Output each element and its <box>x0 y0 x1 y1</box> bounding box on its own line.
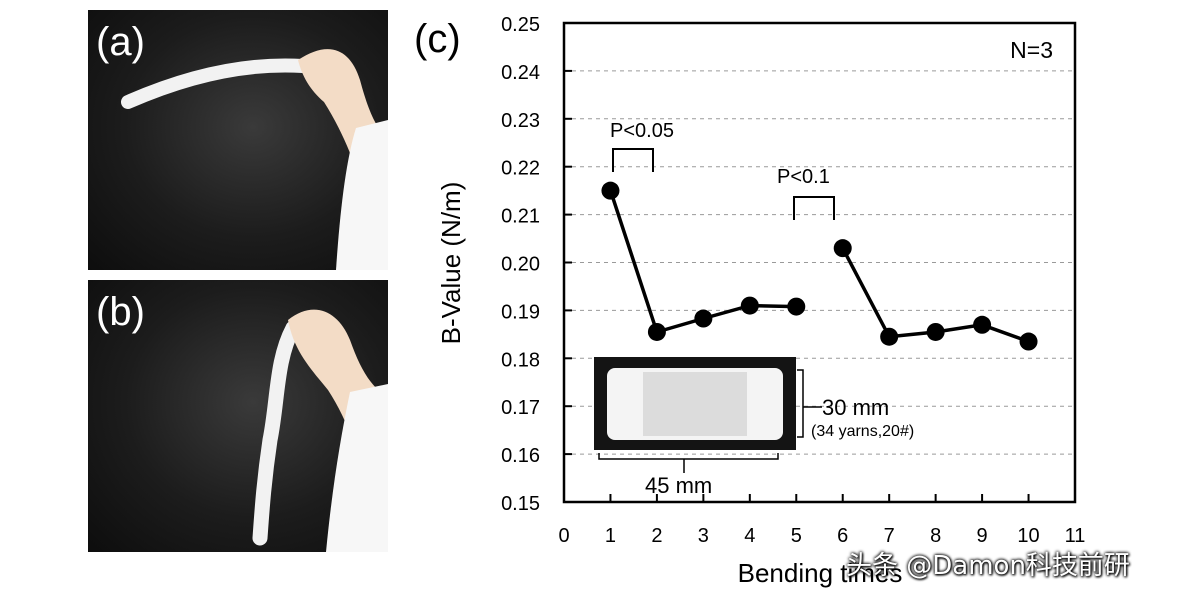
y-tick-label: 0.19 <box>501 301 540 323</box>
photo-b-image <box>252 309 388 552</box>
y-axis: 0.15 0.16 0.17 0.18 0.19 0.20 0.21 0.22 0.23 0.24… <box>501 14 572 515</box>
inset-width-label: 45 mm <box>645 473 712 498</box>
photo-a-image <box>121 49 388 270</box>
data-point <box>787 297 806 316</box>
y-tick-label: 0.22 <box>501 158 540 180</box>
y-tick-label: 0.24 <box>501 62 540 84</box>
y-tick-label: 0.21 <box>501 206 540 228</box>
inset-height-label: 30 mm <box>822 395 889 420</box>
inset-height-bracket <box>797 369 804 438</box>
sig-bracket-2 <box>793 196 835 220</box>
inset-sample: 30 mm (34 yarns,20#) 45 mm <box>594 357 914 498</box>
data-point <box>694 309 713 328</box>
inset-yarns <box>643 372 747 436</box>
x-axis-label: Bending times <box>738 558 903 588</box>
x-tick-label: 3 <box>698 525 709 547</box>
x-tick-label: 7 <box>884 525 895 547</box>
x-tick-label: 4 <box>744 525 755 547</box>
y-tick-label: 0.18 <box>501 349 540 371</box>
panel-b-label: (b) <box>96 290 145 334</box>
data-point <box>647 322 666 341</box>
y-tick-label: 0.17 <box>501 397 540 419</box>
sig-bracket-1 <box>612 148 654 172</box>
data-point <box>601 181 620 200</box>
data-point <box>973 315 992 334</box>
x-tick-label: 11 <box>1065 525 1086 547</box>
data-point <box>833 239 852 258</box>
photo-panel-b: (b) <box>88 280 388 552</box>
data-point <box>926 322 945 341</box>
x-tick-label: 6 <box>837 525 848 547</box>
series-group <box>601 181 1038 351</box>
data-point <box>740 296 759 315</box>
y-tick-label: 0.20 <box>501 254 540 276</box>
x-tick-label: 10 <box>1017 525 1039 547</box>
x-tick-label: 1 <box>605 525 616 547</box>
x-tick-label: 9 <box>977 525 988 547</box>
y-tick-label: 0.15 <box>501 493 540 515</box>
sig-label-2: P<0.1 <box>777 166 830 188</box>
watermark: 头条 @Damon科技前研 <box>846 551 1130 581</box>
n-label: N=3 <box>1010 37 1053 63</box>
inset-yarn-label: (34 yarns,20#) <box>811 423 914 440</box>
y-axis-label: B-Value (N/m) <box>436 182 466 345</box>
x-tick-label: 8 <box>930 525 941 547</box>
data-point <box>1019 332 1038 351</box>
x-tick-label: 2 <box>651 525 662 547</box>
sig-label-1: P<0.05 <box>610 120 674 142</box>
grid-lines <box>564 70 1075 455</box>
y-tick-label: 0.23 <box>501 110 540 132</box>
panel-c-label: (c) <box>414 17 461 61</box>
x-tick-label: 5 <box>791 525 802 547</box>
x-tick-label: 0 <box>558 525 569 547</box>
x-axis: 0 1 2 3 4 5 6 7 8 9 10 11 <box>558 494 1085 547</box>
y-tick-label: 0.25 <box>501 14 540 36</box>
data-point <box>880 327 899 346</box>
inset-width-bracket <box>598 453 779 460</box>
y-tick-label: 0.16 <box>501 445 540 467</box>
photo-panel-a: (a) <box>88 10 388 270</box>
panel-a-label: (a) <box>96 20 145 64</box>
